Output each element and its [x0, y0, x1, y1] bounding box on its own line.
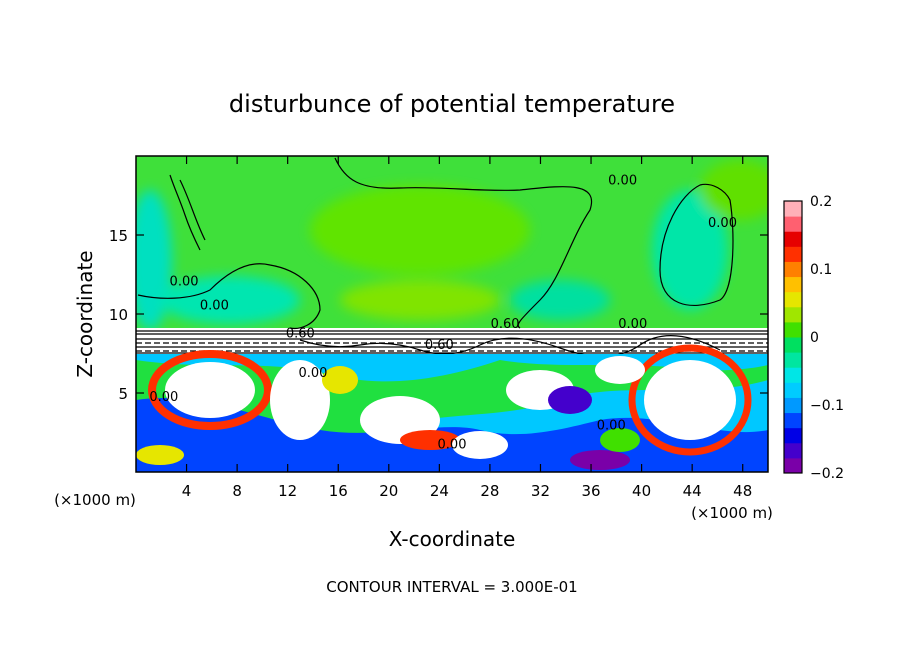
colorbar-frame — [783, 200, 803, 474]
y-unit-label: (×1000 m) — [54, 491, 136, 509]
contour-label: 0.00 — [298, 366, 327, 381]
colorbar-segment — [784, 231, 802, 247]
contour-label: 0.00 — [597, 418, 626, 433]
y-tick-label: 5 — [118, 385, 128, 403]
contour-label: 0.00 — [618, 317, 647, 332]
x-tick-label: 32 — [531, 482, 550, 500]
x-tick-label: 40 — [632, 482, 651, 500]
purple-patch — [570, 450, 630, 470]
colorbar-segment — [784, 367, 802, 383]
white-blob — [270, 360, 330, 440]
colorbar-segment — [784, 397, 802, 414]
colorbar-tick-label: 0 — [810, 330, 819, 346]
zero-contours — [137, 157, 734, 330]
white-blob — [165, 362, 255, 418]
contour-label: 0.00 — [608, 173, 637, 188]
y-tick-label: 15 — [109, 227, 128, 245]
colorbar-tick-label: −0.1 — [810, 398, 844, 414]
y-tick-label: 10 — [109, 306, 128, 324]
contour-label: 0.00 — [438, 437, 467, 452]
contour-label: 0.00 — [170, 275, 199, 290]
x-tick-label: 24 — [430, 482, 449, 500]
contour-label: 0.60 — [425, 338, 454, 353]
x-tick-label: 36 — [581, 482, 600, 500]
lime-patch — [310, 185, 530, 275]
lime-patch — [340, 280, 500, 320]
colorbar-tick-label: −0.2 — [810, 466, 844, 482]
colorbar-segment — [784, 216, 802, 232]
colorbar-segment — [784, 291, 802, 308]
white-blob — [595, 356, 645, 384]
colorbar-segment — [784, 261, 802, 278]
colorbar-segment — [784, 427, 802, 444]
x-axis-label: X-coordinate — [389, 527, 516, 551]
x-tick-label: 4 — [182, 482, 192, 500]
contour-label: 0.00 — [200, 298, 229, 313]
contour-labels: 0.000.000.000.000.000.000.000.000.000.60… — [149, 173, 737, 452]
colorbar-segment — [784, 306, 802, 323]
y-axis: 5 10 15 — [109, 227, 768, 403]
colorbar-segment — [784, 457, 802, 474]
contour-label: 0.60 — [491, 317, 520, 332]
colorbar-segment — [784, 442, 802, 459]
colorbar-tick-label: 0.2 — [810, 194, 832, 210]
lime-patch — [700, 160, 768, 220]
colorbar-segment — [784, 201, 802, 217]
white-blob — [452, 431, 508, 459]
colorbar-segment — [784, 276, 802, 293]
red-patch — [400, 430, 460, 450]
colorbar-segment — [784, 321, 802, 338]
lower-layer-patches — [136, 344, 768, 472]
colorbar-segment — [784, 337, 802, 353]
cyan-patch — [160, 276, 300, 324]
cyan-patch — [510, 280, 610, 320]
inversion-layer — [136, 328, 768, 354]
footer-text: CONTOUR INTERVAL = 3.000E-01 — [326, 578, 577, 596]
red-ring — [628, 344, 752, 456]
chart-title: disturbunce of potential temperature — [229, 90, 675, 118]
plot-area — [136, 156, 768, 472]
purple-patch — [548, 386, 592, 414]
colorbar-segment — [784, 412, 802, 429]
y-axis-label: Z-coordinate — [73, 250, 97, 377]
contour-label: 0.00 — [149, 390, 178, 405]
x-axis: 4 8 12 16 20 24 28 32 36 40 44 48 — [182, 156, 752, 500]
yellow-patch — [136, 445, 184, 465]
green-patch — [600, 428, 640, 452]
white-blob — [644, 360, 736, 440]
colorbar-segment — [784, 352, 802, 368]
yellow-patch — [322, 366, 358, 394]
x-tick-label: 16 — [329, 482, 348, 500]
colorbar-segment — [784, 246, 802, 262]
x-tick-label: 12 — [278, 482, 297, 500]
x-tick-label: 20 — [379, 482, 398, 500]
x-tick-label: 44 — [683, 482, 702, 500]
x-tick-label: 48 — [733, 482, 752, 500]
colorbar-segment — [784, 382, 802, 398]
contour-label: 0.00 — [708, 216, 737, 231]
x-tick-label: 8 — [232, 482, 242, 500]
contour-label: 0.60 — [286, 327, 315, 342]
colorbar-tick-label: 0.1 — [810, 262, 832, 278]
red-ring — [148, 350, 272, 430]
x-tick-label: 28 — [480, 482, 499, 500]
colorbar: 0.2 0.1 0 −0.1 −0.2 — [783, 194, 844, 482]
upper-layer-variations — [136, 160, 768, 330]
x-unit-label: (×1000 m) — [691, 504, 773, 522]
